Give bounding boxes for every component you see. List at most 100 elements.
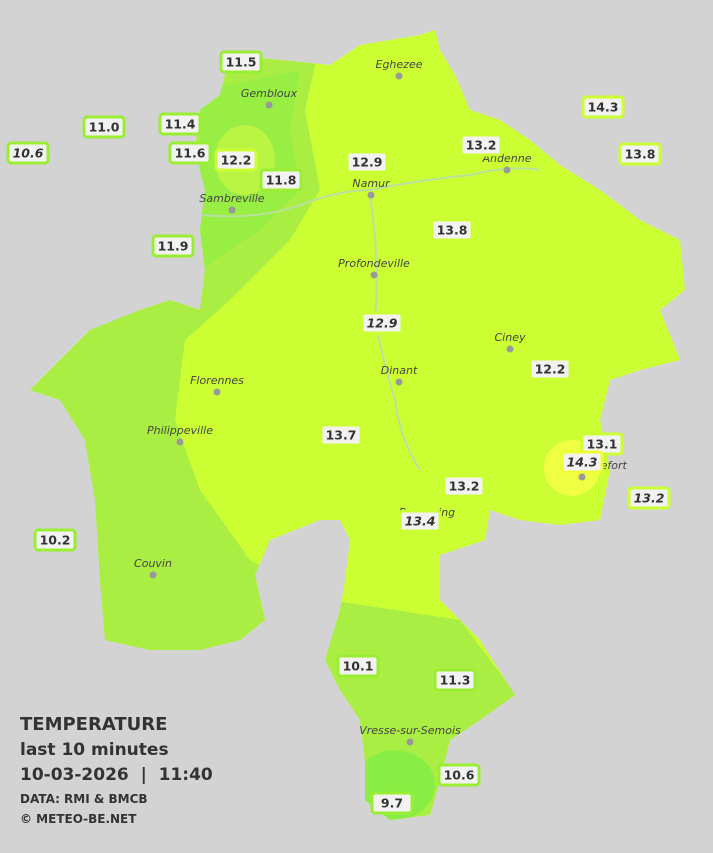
- station-box: [360, 311, 404, 335]
- station: 11.5: [219, 50, 263, 74]
- station-temp: 11.9: [158, 239, 189, 254]
- station-temp: 10.2: [40, 533, 71, 548]
- station-temp: 11.6: [175, 146, 206, 161]
- station: 11.4: [158, 112, 202, 136]
- station-temp: 10.1: [343, 659, 374, 674]
- station-temp: 13.2: [449, 479, 480, 494]
- city-dot: [265, 101, 273, 109]
- station: 13.8: [430, 218, 474, 242]
- subtitle: last 10 minutes: [20, 740, 169, 760]
- station-box: [6, 141, 50, 165]
- station-box: [168, 141, 212, 165]
- station: 13.1: [580, 432, 624, 456]
- station-box: [627, 486, 671, 510]
- station: 11.3: [433, 668, 477, 692]
- city-label: Dinant: [381, 364, 418, 377]
- station-box: [259, 168, 303, 192]
- station-temp: 13.8: [437, 223, 468, 238]
- station-temp: 13.7: [326, 428, 357, 443]
- station-box: [398, 509, 442, 533]
- station: 14.3: [581, 95, 625, 119]
- station: 11.0: [82, 115, 126, 139]
- station: 13.8: [618, 142, 662, 166]
- station-box: [618, 142, 662, 166]
- station-temp: 12.9: [367, 316, 398, 331]
- city-label: Namur: [352, 177, 391, 190]
- city-dot: [395, 378, 403, 386]
- station: 13.2: [627, 486, 671, 510]
- station-box: [151, 234, 195, 258]
- city-label: Couvin: [134, 557, 172, 570]
- heading: TEMPERATURE: [20, 714, 167, 735]
- station-temp: 11.5: [226, 55, 257, 70]
- station-box: [437, 763, 481, 787]
- station: 10.6: [6, 141, 50, 165]
- station-temp: 12.2: [535, 362, 566, 377]
- city-label: Ciney: [495, 331, 526, 344]
- station-temp: 13.2: [634, 491, 665, 506]
- timestamp: 10-03-2026 | 11:40: [20, 765, 213, 785]
- station-temp: 13.4: [405, 514, 436, 529]
- city-label: Profondeville: [338, 257, 410, 270]
- station-temp: 11.3: [440, 673, 471, 688]
- station-temp: 14.3: [567, 455, 598, 470]
- station: 12.2: [214, 148, 258, 172]
- station-temp: 9.7: [381, 796, 403, 811]
- station-box: [528, 357, 572, 381]
- station-box: [82, 115, 126, 139]
- station: 12.2: [528, 357, 572, 381]
- station-box: [581, 95, 625, 119]
- station: 13.2: [459, 133, 503, 157]
- city-dot: [149, 571, 157, 579]
- station-box: [370, 791, 414, 815]
- city-label: Florennes: [190, 374, 244, 387]
- city-dot: [503, 166, 511, 174]
- station: 13.4: [398, 509, 442, 533]
- station-temp: 13.1: [587, 437, 618, 452]
- station-temp: 12.9: [352, 155, 383, 170]
- station: 12.9: [360, 311, 404, 335]
- city-label: Eghezee: [376, 58, 423, 71]
- station: 14.3: [560, 450, 604, 474]
- station-box: [219, 50, 263, 74]
- source: DATA: RMI & BMCB: [20, 792, 148, 806]
- city-label: Sambreville: [199, 192, 264, 205]
- station-box: [459, 133, 503, 157]
- copyright: © METEO-BE.NET: [20, 812, 137, 826]
- station-temp: 11.4: [165, 117, 196, 132]
- city-dot: [578, 473, 586, 481]
- city-dot: [213, 388, 221, 396]
- station: 11.9: [151, 234, 195, 258]
- station-box: [336, 654, 380, 678]
- station: 10.6: [437, 763, 481, 787]
- station-box: [430, 218, 474, 242]
- station-box: [345, 150, 389, 174]
- station: 9.7: [370, 791, 414, 815]
- station-temp: 13.2: [466, 138, 497, 153]
- station: 11.8: [259, 168, 303, 192]
- station: 12.9: [345, 150, 389, 174]
- station: 13.2: [442, 474, 486, 498]
- city-label: Gembloux: [241, 87, 298, 100]
- city-label: Vresse-sur-Semois: [359, 724, 461, 737]
- station-box: [442, 474, 486, 498]
- station: 13.7: [319, 423, 363, 447]
- city-dot: [228, 206, 236, 214]
- station-temp: 13.8: [625, 147, 656, 162]
- station-temp: 10.6: [444, 768, 475, 783]
- station-box: [433, 668, 477, 692]
- city-dot: [406, 738, 414, 746]
- station-box: [560, 450, 604, 474]
- station: 10.1: [336, 654, 380, 678]
- city-dot: [506, 345, 514, 353]
- station: 11.6: [168, 141, 212, 165]
- station-box: [319, 423, 363, 447]
- city-dot: [395, 72, 403, 80]
- city-dot: [370, 271, 378, 279]
- station-temp: 11.0: [89, 120, 120, 135]
- station-box: [214, 148, 258, 172]
- station-temp: 11.8: [266, 173, 297, 188]
- city-label: Philippeville: [147, 424, 213, 437]
- city-dot: [367, 191, 375, 199]
